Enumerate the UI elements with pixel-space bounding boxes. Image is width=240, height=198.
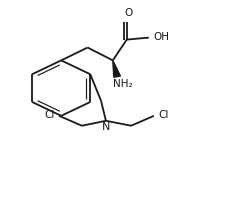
Text: N: N [102,122,111,132]
Text: O: O [124,8,132,18]
Polygon shape [113,60,120,77]
Text: Cl: Cl [158,110,168,120]
Text: Cl: Cl [44,110,55,120]
Text: NH₂: NH₂ [113,79,133,89]
Text: OH: OH [153,32,169,42]
